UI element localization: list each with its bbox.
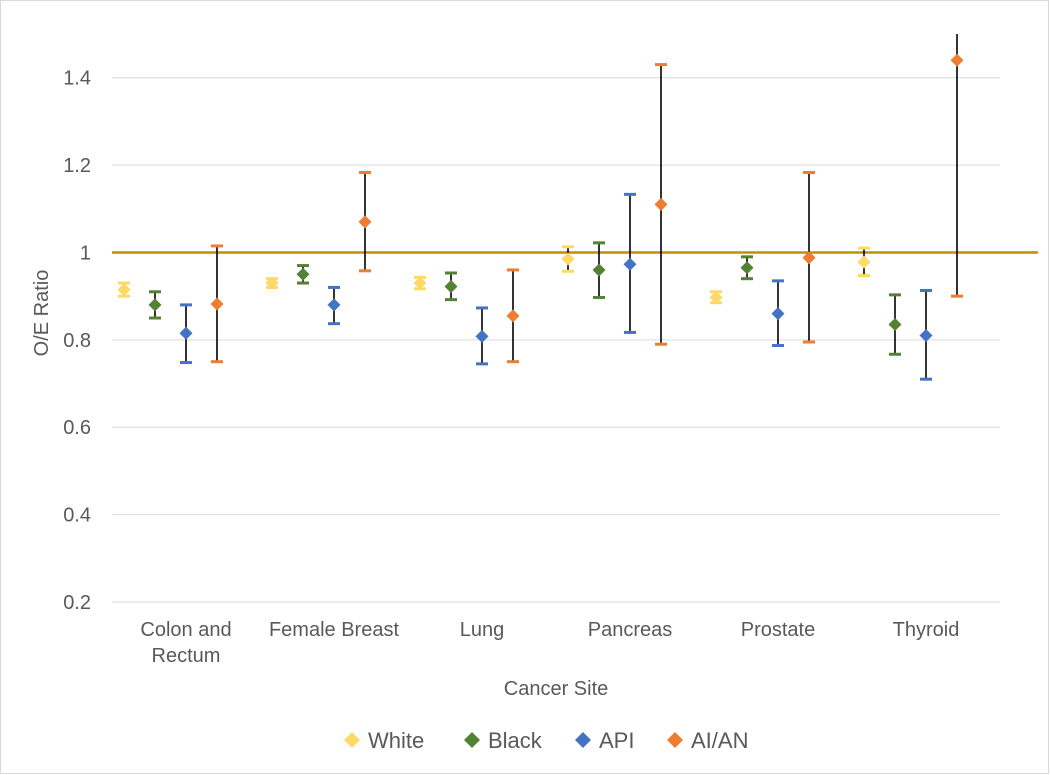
data-point-ai-an (210, 297, 224, 311)
x-tick-label: Colon and (140, 619, 231, 641)
x-tick-label: Thyroid (893, 619, 960, 641)
data-point-black (148, 298, 162, 312)
y-tick-label: 0.6 (63, 417, 91, 439)
data-point-ai-an (506, 309, 520, 323)
data-point-white (117, 283, 131, 297)
legend-label: AI/AN (691, 728, 748, 753)
y-axis-title: O/E Ratio (31, 270, 53, 357)
legend-label: Black (488, 728, 543, 753)
x-tick-label: Rectum (152, 645, 221, 667)
data-point-api (919, 328, 933, 342)
legend: White Black API AI/AN (344, 728, 748, 753)
data-point-white (413, 276, 427, 290)
legend-marker-api (575, 732, 591, 748)
x-tick-label: Pancreas (588, 619, 673, 641)
legend-marker-black (464, 732, 480, 748)
data-point-ai-an (654, 197, 668, 211)
data-point-ai-an (950, 53, 964, 67)
y-tick-label: 1.2 (63, 155, 91, 177)
y-tick-labels: 0.2 0.4 0.6 0.8 1 1.2 1.4 (63, 68, 91, 614)
y-tick-label: 0.2 (63, 592, 91, 614)
x-tick-label: Prostate (741, 619, 815, 641)
y-tick-label: 1 (80, 242, 91, 264)
data-point-black (296, 267, 310, 281)
legend-label: API (599, 728, 634, 753)
data-point-black (444, 280, 458, 294)
x-axis-title: Cancer Site (504, 678, 609, 700)
data-point-api (475, 329, 489, 343)
legend-marker-ai-an (667, 732, 683, 748)
data-point-white (265, 276, 279, 290)
x-tick-label: Lung (460, 619, 505, 641)
data-point-api (623, 257, 637, 271)
legend-label: White (368, 728, 424, 753)
y-tick-label: 0.8 (63, 330, 91, 352)
data-point-api (179, 326, 193, 340)
data-point-white (857, 255, 871, 269)
data-point-black (888, 318, 902, 332)
data-markers (117, 53, 964, 343)
x-tick-labels: Colon and Rectum Female Breast Lung Pancreas… (140, 619, 959, 667)
legend-marker-white (344, 732, 360, 748)
y-tick-label: 0.4 (63, 505, 91, 527)
data-point-api (771, 307, 785, 321)
data-point-ai-an (358, 215, 372, 229)
x-tick-label: Female Breast (269, 619, 399, 641)
data-point-black (740, 261, 754, 275)
data-point-black (592, 263, 606, 277)
data-point-white (709, 290, 723, 304)
data-point-ai-an (802, 251, 816, 265)
data-point-white (561, 252, 575, 266)
data-point-api (327, 298, 341, 312)
y-tick-label: 1.4 (63, 68, 91, 90)
